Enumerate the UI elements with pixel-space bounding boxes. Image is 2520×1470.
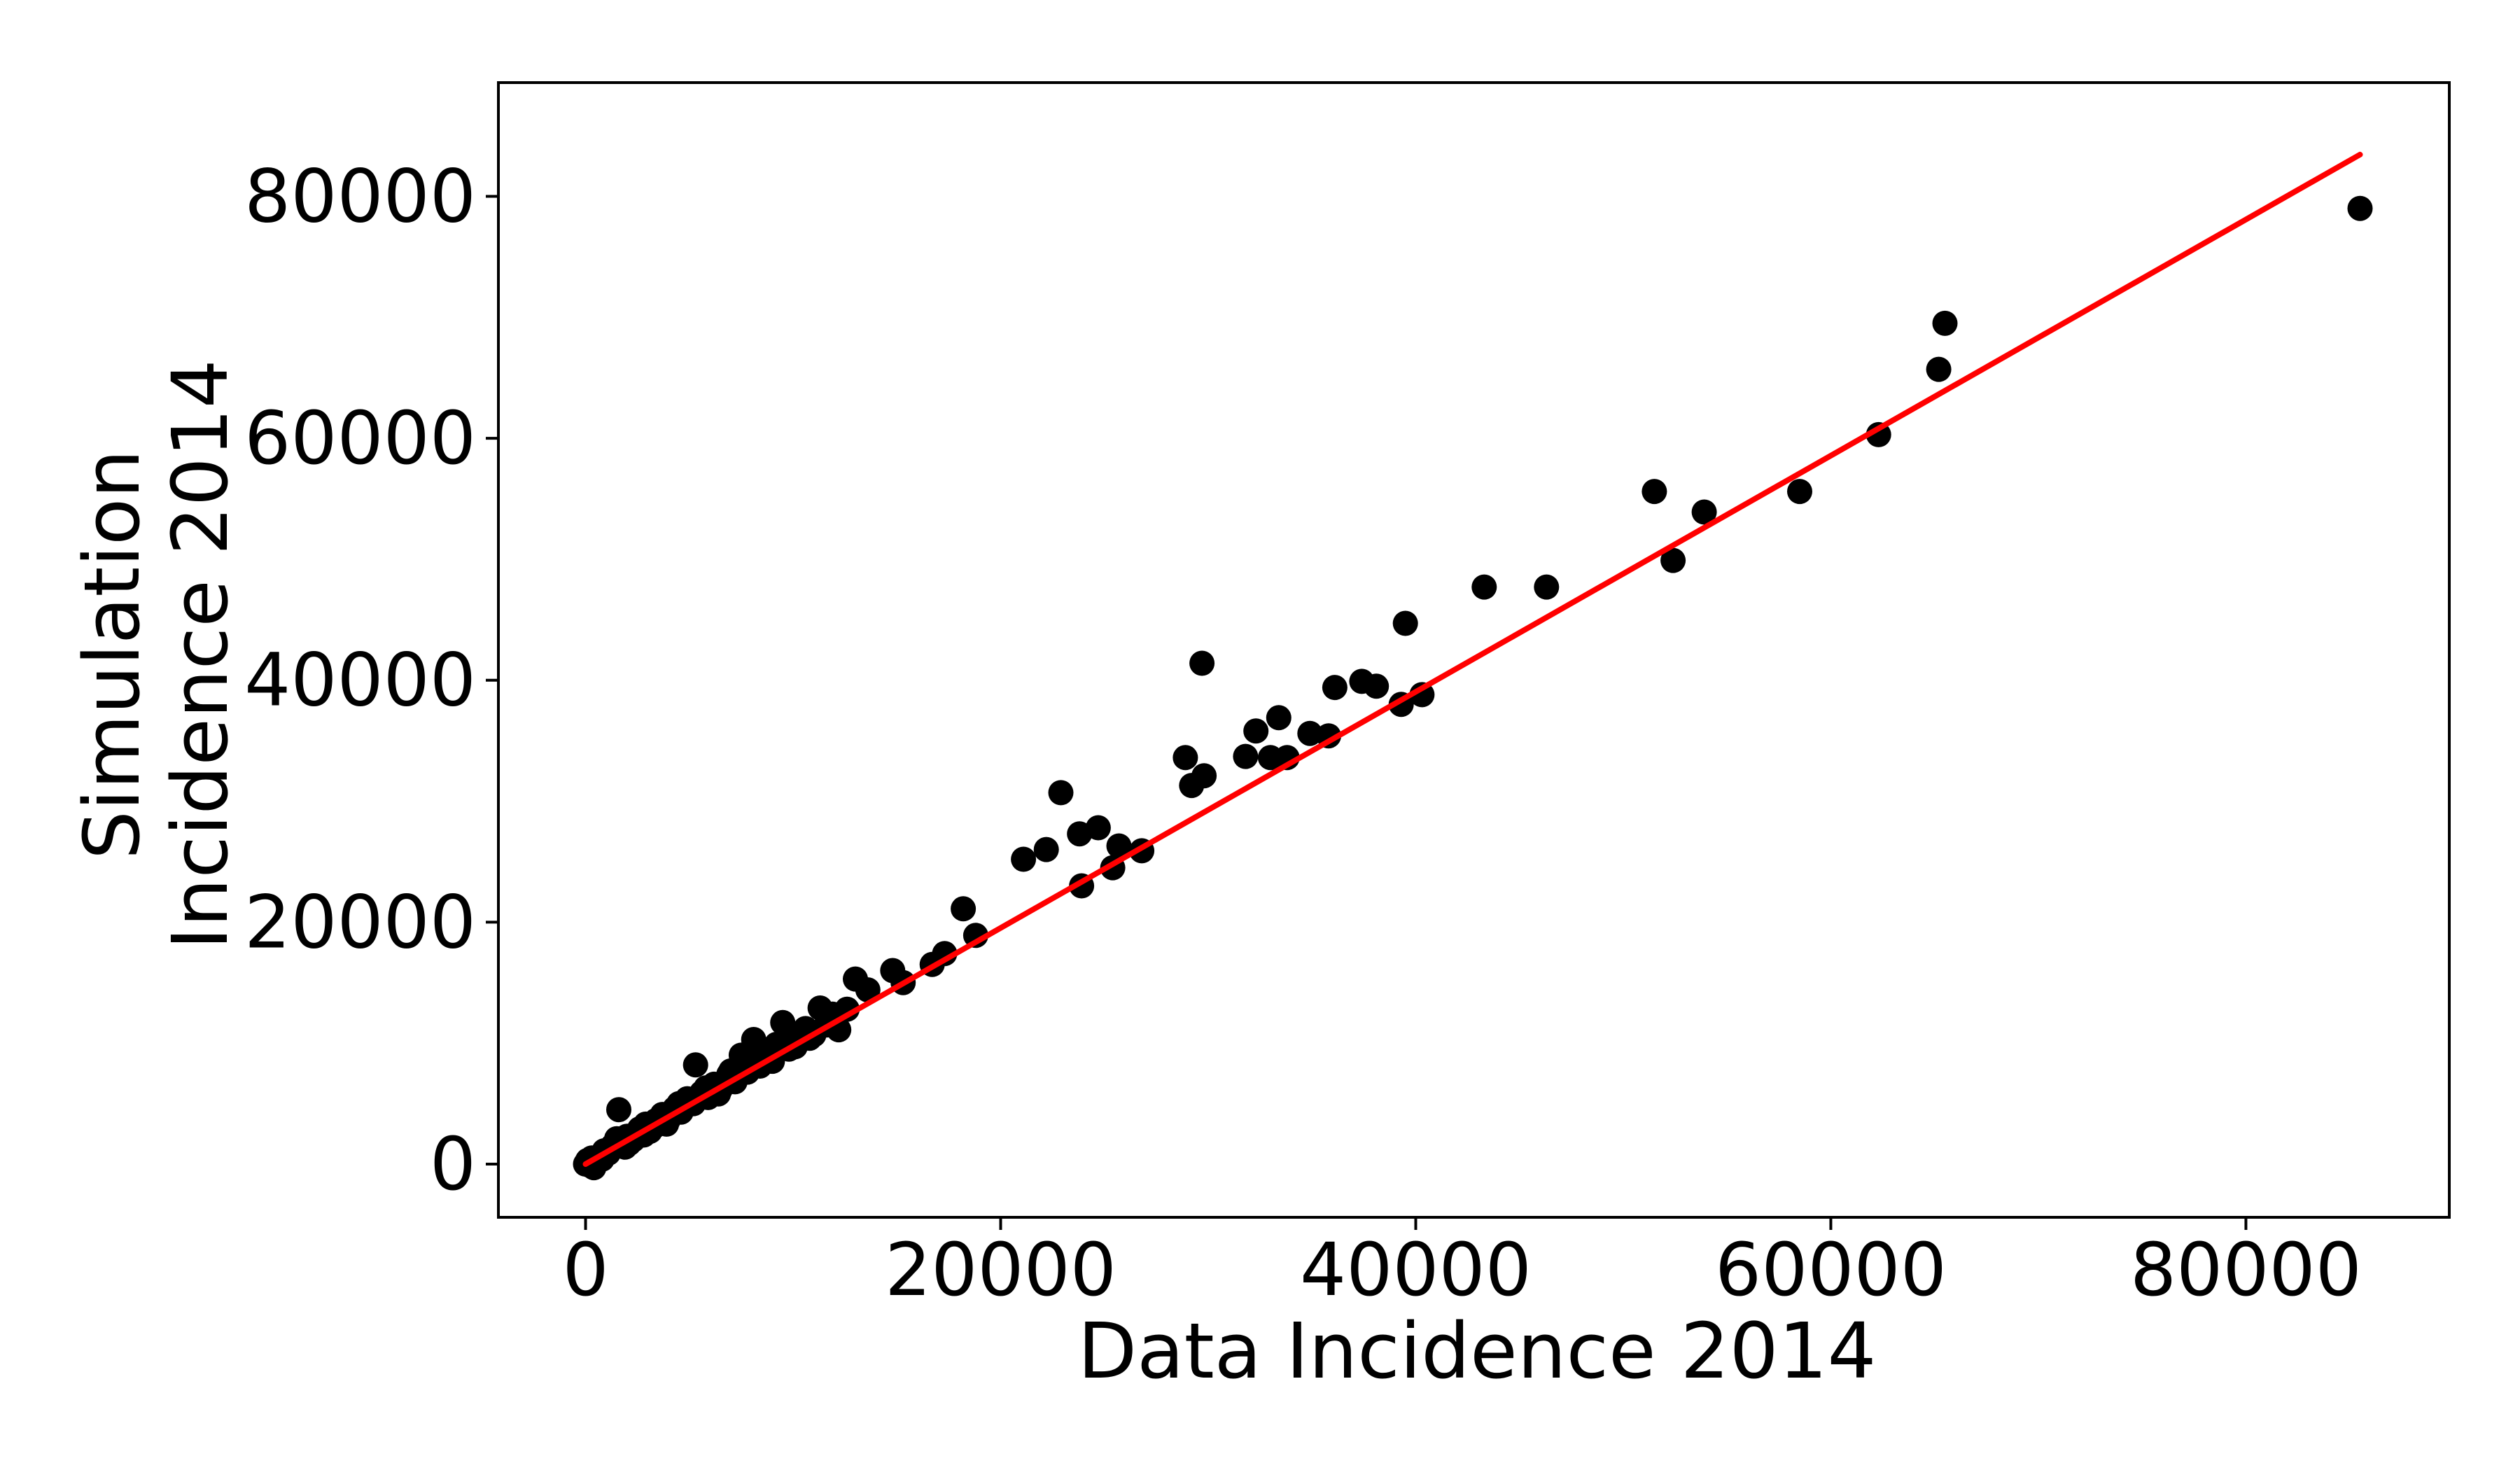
y-tick-label: 60000 — [244, 396, 476, 481]
data-point — [1189, 650, 1215, 676]
y-tick-label: 0 — [430, 1121, 476, 1207]
data-point — [834, 996, 860, 1022]
data-point — [1322, 675, 1348, 701]
data-point — [1172, 745, 1198, 771]
data-point — [606, 1097, 631, 1123]
y-axis-label-line1: Simulation — [67, 449, 157, 860]
y-tick-label: 80000 — [244, 153, 476, 239]
x-tick-label: 80000 — [2130, 1227, 2362, 1312]
data-point — [1660, 547, 1686, 573]
data-point — [1011, 846, 1037, 872]
y-tick-label: 20000 — [244, 879, 476, 965]
data-point — [1926, 356, 1952, 382]
plot-border — [497, 81, 2451, 1219]
data-point — [1243, 718, 1269, 744]
data-point — [1534, 574, 1560, 600]
data-point — [1085, 815, 1111, 841]
data-point — [1106, 833, 1132, 859]
data-point — [1364, 673, 1390, 699]
data-point — [1266, 705, 1292, 731]
fit-line — [582, 151, 2363, 1167]
y-axis-ticks-group: 0 20000 40000 60000 80000 — [244, 153, 498, 1207]
fit-line-group — [582, 151, 2363, 1167]
data-point — [682, 1052, 708, 1078]
x-axis-ticks-group: 0 20000 40000 60000 80000 — [562, 1217, 2362, 1312]
x-axis-label: Data Incidence 2014 — [1077, 1306, 1876, 1396]
x-tick-label: 40000 — [1300, 1227, 1532, 1312]
data-point — [1392, 610, 1418, 636]
data-point — [1642, 479, 1667, 505]
x-tick-label: 20000 — [885, 1227, 1116, 1312]
data-point — [1048, 780, 1074, 806]
data-point — [1932, 310, 1958, 336]
scatter-points-group — [573, 195, 2373, 1181]
data-point — [932, 941, 958, 967]
data-point — [951, 896, 976, 922]
data-point — [1471, 574, 1497, 600]
data-point — [1297, 720, 1323, 746]
data-point — [2347, 195, 2373, 221]
y-tick-label: 40000 — [244, 638, 476, 723]
data-point — [1865, 421, 1891, 447]
data-point — [1191, 763, 1217, 789]
x-tick-label: 60000 — [1715, 1227, 1947, 1312]
data-point — [855, 977, 881, 1003]
data-point — [1787, 479, 1812, 505]
data-point — [1033, 836, 1059, 862]
y-axis-label-line2: Incidence 2014 — [155, 359, 245, 949]
data-point — [1691, 499, 1717, 525]
axes-spines-group — [497, 81, 2451, 1219]
data-point — [1409, 682, 1435, 708]
data-point — [1233, 743, 1259, 769]
x-tick-label: 0 — [562, 1227, 608, 1312]
